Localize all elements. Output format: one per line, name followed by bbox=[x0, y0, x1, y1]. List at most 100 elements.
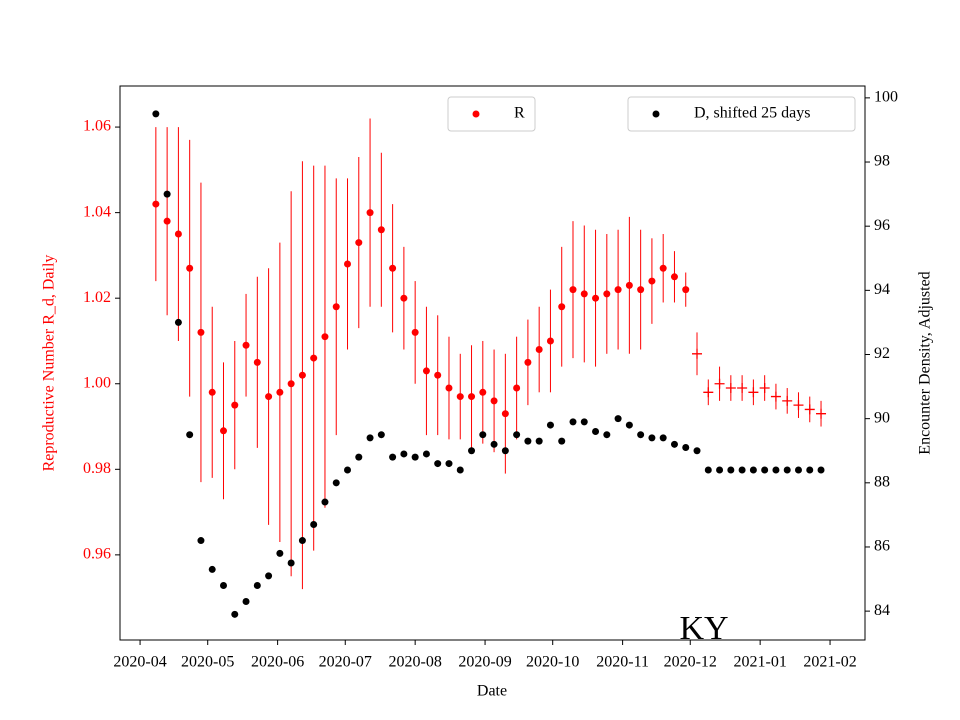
y-tick-label: 1.02 bbox=[83, 289, 111, 306]
point bbox=[265, 572, 273, 580]
x-tick-label: 2020-10 bbox=[526, 654, 579, 671]
point bbox=[558, 303, 566, 311]
point bbox=[670, 273, 678, 281]
point bbox=[253, 358, 261, 366]
point bbox=[411, 453, 419, 461]
point bbox=[434, 371, 442, 379]
point bbox=[648, 277, 656, 285]
legend-marker bbox=[652, 110, 660, 118]
point bbox=[614, 286, 622, 294]
point bbox=[592, 294, 600, 302]
legend-label: D, shifted 25 days bbox=[694, 105, 810, 122]
point bbox=[580, 418, 588, 426]
point bbox=[794, 466, 802, 474]
plus-marker bbox=[725, 383, 736, 394]
x-tick-label: 2021-01 bbox=[733, 654, 786, 671]
point bbox=[704, 466, 712, 474]
x-tick-label: 2021-02 bbox=[803, 654, 856, 671]
point bbox=[389, 264, 397, 272]
x-tick-label: 2020-12 bbox=[664, 654, 717, 671]
annotation: KY bbox=[679, 610, 728, 647]
y-tick-label: 0.98 bbox=[83, 460, 111, 477]
point bbox=[298, 537, 306, 545]
point bbox=[197, 328, 205, 336]
plus-marker bbox=[748, 387, 759, 398]
point bbox=[242, 598, 250, 606]
point bbox=[253, 581, 261, 589]
point bbox=[468, 393, 476, 401]
point bbox=[400, 294, 408, 302]
point bbox=[761, 466, 769, 474]
point bbox=[219, 427, 227, 435]
point bbox=[501, 447, 509, 455]
y2-tick-label: 88 bbox=[874, 473, 890, 490]
y2-tick-label: 92 bbox=[874, 345, 890, 362]
point bbox=[456, 393, 464, 401]
point bbox=[513, 384, 521, 392]
plus-marker bbox=[793, 400, 804, 411]
point bbox=[806, 466, 814, 474]
point bbox=[603, 290, 611, 298]
x-tick-label: 2020-05 bbox=[181, 654, 234, 671]
point bbox=[625, 281, 633, 289]
point bbox=[208, 388, 216, 396]
point bbox=[265, 393, 273, 401]
point bbox=[659, 264, 667, 272]
y2-tick-label: 98 bbox=[874, 153, 890, 170]
point bbox=[287, 559, 295, 567]
point bbox=[546, 421, 554, 429]
point bbox=[603, 431, 611, 439]
point bbox=[298, 371, 306, 379]
point bbox=[738, 466, 746, 474]
y2-tick-label: 90 bbox=[874, 409, 890, 426]
x-tick-label: 2020-11 bbox=[596, 654, 649, 671]
point bbox=[445, 460, 453, 468]
point bbox=[524, 437, 532, 445]
point bbox=[242, 341, 250, 349]
point bbox=[693, 447, 701, 455]
point bbox=[648, 434, 656, 442]
x-tick-label: 2020-06 bbox=[251, 654, 304, 671]
plus-marker bbox=[770, 391, 781, 402]
point bbox=[422, 450, 430, 458]
point bbox=[163, 190, 171, 198]
point bbox=[208, 565, 216, 573]
y2-axis-label: Encounter Density, Adjusted bbox=[917, 271, 934, 454]
point bbox=[377, 431, 385, 439]
point bbox=[569, 418, 577, 426]
point bbox=[479, 388, 487, 396]
point bbox=[174, 230, 182, 238]
point bbox=[456, 466, 464, 474]
point bbox=[321, 498, 329, 506]
point bbox=[321, 333, 329, 341]
plus-marker bbox=[759, 383, 770, 394]
point bbox=[490, 440, 498, 448]
point bbox=[749, 466, 757, 474]
x-tick-label: 2020-08 bbox=[388, 654, 441, 671]
point bbox=[231, 610, 239, 618]
point bbox=[163, 217, 171, 225]
point bbox=[344, 466, 352, 474]
x-tick-label: 2020-09 bbox=[458, 654, 511, 671]
y2-tick-label: 94 bbox=[874, 281, 890, 298]
point bbox=[501, 410, 509, 418]
point bbox=[186, 264, 194, 272]
point bbox=[422, 367, 430, 375]
point bbox=[355, 453, 363, 461]
point bbox=[332, 303, 340, 311]
y-tick-label: 0.96 bbox=[83, 546, 111, 563]
point bbox=[637, 286, 645, 294]
x-axis-label: Date bbox=[477, 683, 507, 700]
point bbox=[377, 226, 385, 234]
point bbox=[682, 286, 690, 294]
point bbox=[727, 466, 735, 474]
point bbox=[366, 209, 374, 217]
point bbox=[546, 337, 554, 345]
point bbox=[219, 581, 227, 589]
x-tick-label: 2020-07 bbox=[319, 654, 372, 671]
point bbox=[174, 318, 182, 326]
point bbox=[513, 431, 521, 439]
point bbox=[558, 437, 566, 445]
point bbox=[535, 346, 543, 354]
